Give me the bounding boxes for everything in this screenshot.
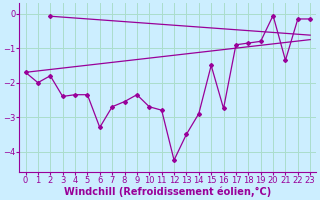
X-axis label: Windchill (Refroidissement éolien,°C): Windchill (Refroidissement éolien,°C) (64, 186, 271, 197)
